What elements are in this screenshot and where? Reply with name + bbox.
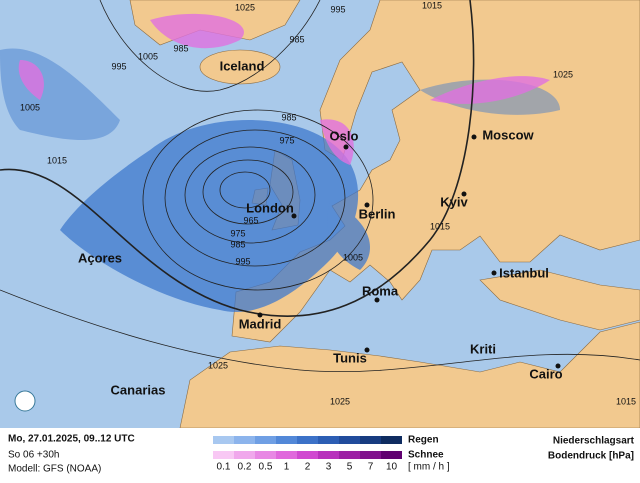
scale-label: 7 — [368, 462, 374, 473]
scale-label: 0.5 — [259, 462, 273, 473]
snow-area — [18, 13, 550, 165]
city-dot — [364, 202, 370, 208]
scale-label: 0.1 — [217, 462, 231, 473]
snow-swatch — [213, 451, 234, 459]
snow-swatch — [234, 451, 255, 459]
isobar-label: 985 — [289, 34, 304, 44]
snow-swatch — [360, 451, 381, 459]
isobar-label: 1005 — [343, 252, 363, 262]
city-label: Canarias — [111, 382, 166, 397]
city-dot — [555, 363, 561, 369]
rain-swatch — [255, 436, 276, 444]
city-label: Kriti — [470, 341, 496, 356]
isobar-label: 1025 — [208, 360, 228, 370]
city-dot — [491, 270, 497, 276]
scale-label: 2 — [305, 462, 311, 473]
isobar-label: 1015 — [47, 155, 67, 165]
isobar-label: 1015 — [430, 221, 450, 231]
isobar-label: 995 — [235, 256, 250, 266]
isobar-label: 975 — [279, 135, 294, 145]
city-label: Oslo — [330, 128, 359, 143]
snow-swatch — [255, 451, 276, 459]
isobar-label: 995 — [111, 61, 126, 71]
isobar-label: 975 — [230, 228, 245, 238]
rain-swatch — [234, 436, 255, 444]
snow-swatch — [297, 451, 318, 459]
legend-title: Niederschlagsart — [553, 436, 635, 447]
isobar-label: 1005 — [138, 51, 158, 61]
city-label: Tunis — [333, 350, 367, 365]
rain-swatch — [360, 436, 381, 444]
rain-swatch — [213, 436, 234, 444]
city-dot — [291, 213, 297, 219]
isobar-label: 1025 — [553, 69, 573, 79]
isobars — [0, 0, 640, 373]
rain-label: Regen — [408, 435, 439, 446]
logo — [14, 390, 36, 412]
city-label: Kyiv — [440, 194, 468, 209]
rain-swatch — [276, 436, 297, 444]
scale-label: 1 — [284, 462, 290, 473]
snow-label: Schnee — [408, 450, 444, 461]
city-dot — [257, 312, 263, 318]
isobar-label: 1015 — [616, 396, 636, 406]
city-dot — [343, 144, 349, 150]
city-label: Cairo — [529, 366, 562, 381]
legend-subtitle: Bodendruck [hPa] — [548, 451, 634, 462]
snow-swatch — [276, 451, 297, 459]
city-label: Istanbul — [499, 265, 549, 280]
unit: [ mm / h ] — [408, 462, 450, 473]
snow-swatch — [381, 451, 402, 459]
scale-label: 5 — [347, 462, 353, 473]
isobar-label: 985 — [173, 43, 188, 53]
city-dot — [461, 191, 467, 197]
rain-swatch — [339, 436, 360, 444]
scale-label: 10 — [386, 462, 398, 473]
city-label: Iceland — [220, 58, 265, 73]
isobar-label: 1025 — [235, 2, 255, 12]
city-label: Madrid — [239, 316, 282, 331]
city-label: Açores — [78, 250, 122, 265]
city-label: Berlin — [359, 206, 396, 221]
run: So 06 +30h — [8, 450, 59, 461]
snow-swatch — [339, 451, 360, 459]
scale-label: 3 — [326, 462, 332, 473]
snow-swatch — [318, 451, 339, 459]
city-dot — [364, 347, 370, 353]
city-label: London — [246, 200, 294, 215]
date: Mo, 27.01.2025, 09..12 UTC — [8, 434, 135, 445]
isobar-label: 995 — [330, 4, 345, 14]
isobar-label: 1015 — [422, 0, 442, 10]
rain-swatch — [381, 436, 402, 444]
isobar-label: 1005 — [20, 102, 40, 112]
rain-swatch — [318, 436, 339, 444]
city-label: Roma — [362, 283, 399, 298]
isobar-label: 985 — [281, 112, 296, 122]
city-dot — [471, 134, 477, 140]
rain-swatch — [297, 436, 318, 444]
city-dot — [374, 297, 380, 303]
isobar-label: 985 — [230, 239, 245, 249]
scale-label: 0.2 — [238, 462, 252, 473]
city-label: Moscow — [482, 127, 534, 142]
isobar-label: 1025 — [330, 396, 350, 406]
isobar-label: 965 — [243, 215, 258, 225]
model: Modell: GFS (NOAA) — [8, 464, 101, 475]
